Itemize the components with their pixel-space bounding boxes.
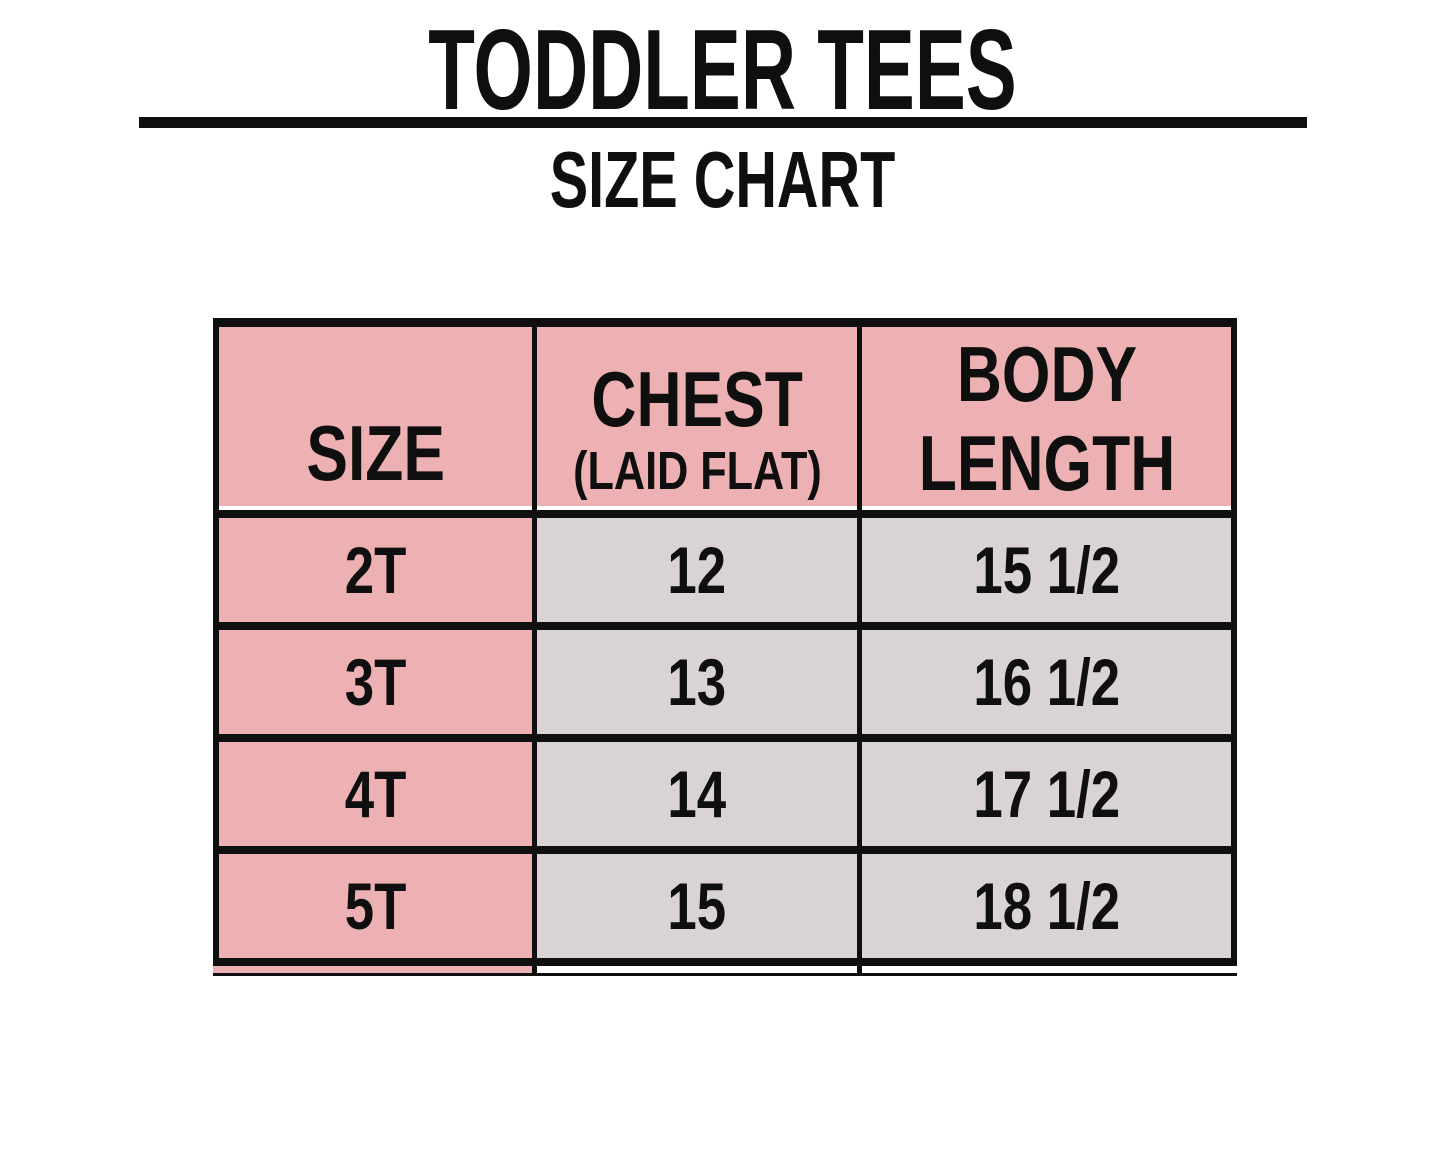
table-row-3t-size-cell: 3T (219, 630, 532, 734)
sliver-divider (857, 966, 862, 973)
column-header-chest: CHEST (LAID FLAT) (537, 327, 857, 510)
size-value: 5T (344, 869, 407, 943)
column-header-chest-sublabel: (LAID FLAT) (572, 441, 822, 501)
body-length-value: 16 1/2 (973, 645, 1120, 719)
column-header-body-length: BODY LENGTH (862, 327, 1231, 510)
table-bottom-sliver (213, 966, 1237, 976)
table-row-5t-chest-cell: 15 (537, 854, 857, 958)
sliver-size-cell (213, 966, 532, 973)
table-row-3t-body-length-cell: 16 1/2 (862, 630, 1231, 734)
body-length-value: 15 1/2 (973, 533, 1120, 607)
body-length-value: 18 1/2 (973, 869, 1120, 943)
table-row-5t-size-cell: 5T (219, 854, 532, 958)
chest-value: 13 (667, 645, 727, 719)
chest-value: 12 (667, 533, 727, 607)
table-row-5t-body-length-cell: 18 1/2 (862, 854, 1231, 958)
column-header-size-label: SIZE (306, 409, 445, 497)
size-chart-table: SIZE CHEST (LAID FLAT) BODY LENGTH 2T 12… (213, 318, 1237, 966)
column-header-body-length-label: BODY LENGTH (918, 329, 1175, 507)
table-row-2t-body-length-cell: 15 1/2 (862, 518, 1231, 622)
table-row-4t-size-cell: 4T (219, 742, 532, 846)
page-title: TODDLER TEES (428, 7, 1017, 134)
chest-value: 14 (667, 757, 727, 831)
sliver-body-length-cell (862, 966, 1237, 973)
table-row-3t-chest-cell: 13 (537, 630, 857, 734)
table-row-2t-chest-cell: 12 (537, 518, 857, 622)
sliver-divider (532, 966, 537, 973)
table-row-4t-chest-cell: 14 (537, 742, 857, 846)
sliver-chest-cell (537, 966, 857, 973)
column-header-size: SIZE (219, 327, 532, 510)
column-header-chest-label: CHEST (591, 355, 803, 443)
chest-value: 15 (667, 869, 727, 943)
table-row-4t-body-length-cell: 17 1/2 (862, 742, 1231, 846)
page-subtitle: SIZE CHART (549, 135, 896, 224)
title-divider (139, 117, 1307, 128)
size-value: 4T (344, 757, 407, 831)
body-length-value: 17 1/2 (973, 757, 1120, 831)
table-row-2t-size-cell: 2T (219, 518, 532, 622)
size-value: 3T (344, 645, 407, 719)
size-value: 2T (344, 533, 407, 607)
